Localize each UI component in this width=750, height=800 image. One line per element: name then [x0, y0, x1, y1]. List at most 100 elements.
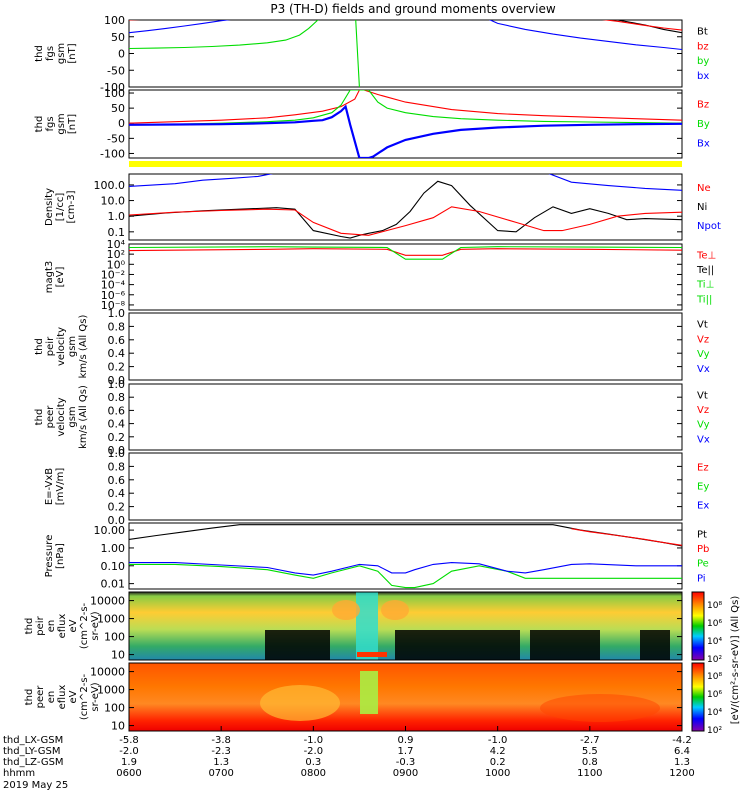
x-row-value: 1.7	[398, 746, 414, 757]
x-row-value: 1.3	[674, 757, 690, 768]
legend-entry: Ez	[697, 462, 709, 473]
dark-gap	[640, 630, 670, 660]
y-axis-label: (cm^2-s-	[79, 602, 90, 649]
x-row-value: 5.5	[582, 746, 598, 757]
y-tick-label: 0.4	[108, 418, 126, 431]
y-tick-label: 50	[111, 102, 125, 115]
legend-entry: by	[697, 56, 709, 67]
x-row-value: 1.3	[213, 757, 229, 768]
colorbar-tick-label: 10²	[707, 655, 722, 665]
colorbar-tick-label: 10⁴	[707, 708, 722, 718]
legend-entry: Vt	[697, 319, 708, 330]
y-tick-label: 1.0	[108, 210, 126, 223]
x-row-value: -2.0	[119, 746, 139, 757]
panel-8: 10000 1000 100 10 thd peir en eflux eV (cm^2-s-sr…	[24, 591, 722, 665]
y-tick-label: 10000	[90, 666, 125, 679]
y-axis-label: [mV/m]	[55, 468, 66, 506]
y-tick-label: 10⁻⁴	[101, 279, 126, 292]
series-Ne	[129, 206, 682, 236]
x-tick-label: 1200	[669, 768, 694, 779]
legend-entry: Ti||	[696, 294, 712, 305]
legend-entry: Ti⊥	[696, 280, 714, 291]
legend-entry: Ex	[697, 501, 709, 512]
y-tick-label: -50	[107, 132, 125, 145]
spectrogram-features	[265, 592, 670, 660]
colorbar-tick-label: 10⁸	[707, 601, 722, 611]
y-axis-label: sr-eV)	[90, 611, 101, 640]
y-axis-label: fgs	[45, 116, 56, 131]
series-Bx	[129, 104, 682, 158]
y-axis-label: eflux	[57, 685, 68, 710]
y-axis-label: E=-VxB	[44, 468, 55, 505]
y-axis-label: thd	[34, 338, 45, 355]
y-axis-label: thd	[34, 409, 45, 426]
availability-bar	[129, 161, 682, 167]
series-by	[129, 20, 360, 87]
y-axis-label: gsm	[67, 336, 78, 357]
y-axis-label: [1/cc]	[55, 193, 66, 222]
y-tick-label: 0.2	[108, 361, 126, 374]
y-tick-label: 10.00	[94, 524, 126, 537]
y-tick-label: 0.8	[108, 320, 126, 333]
legend-entry: Ey	[697, 482, 709, 493]
legend-entry: Vx	[697, 434, 710, 445]
legend-entry: Vz	[697, 405, 709, 416]
x-row-value: -1.0	[304, 735, 324, 746]
legend-entry: bx	[697, 71, 709, 82]
legend-entry: Bx	[697, 138, 710, 149]
colorbar-tick-label: 10⁶	[707, 690, 722, 700]
y-tick-label: -100	[100, 147, 125, 160]
y-tick-label: 100	[104, 631, 125, 644]
series-Ni	[129, 180, 682, 239]
dark-gap	[265, 630, 330, 660]
y-axis-label: thd	[34, 116, 45, 133]
legend-entry: Ne	[697, 183, 711, 194]
colorbar-label: [eV/(cm²-s-sr-eV)] (All Qs)	[730, 596, 741, 725]
panel-frame	[128, 522, 683, 590]
x-row-label: thd_LZ-GSM	[3, 757, 64, 768]
colorbar	[691, 662, 705, 732]
y-axis-label: fgs	[45, 46, 56, 61]
y-tick-label: 0.6	[108, 474, 126, 487]
date-label: 2019 May 25	[3, 780, 68, 791]
hot-spot	[332, 600, 360, 620]
y-axis-label: [nPa]	[55, 543, 66, 569]
y-axis-label: km/s (All Qs)	[78, 315, 89, 379]
panel-frame	[128, 312, 683, 381]
y-tick-label: 100.0	[94, 179, 126, 192]
y-tick-label: 10	[111, 649, 125, 662]
x-axis-name: hhmm	[3, 768, 35, 779]
panel-4: 1.00.80.60.40.20.0 thd peir velocity gsm km/s…	[34, 307, 710, 387]
legend-entry: Pb	[697, 544, 709, 555]
series-Pt	[129, 524, 682, 547]
x-tick-label: 0600	[116, 768, 141, 779]
x-row-value: -1.0	[488, 735, 508, 746]
hot-spot	[381, 600, 409, 620]
legend-entry: Vt	[697, 390, 708, 401]
dark-gap	[395, 630, 520, 660]
y-axis-label: thd	[24, 689, 35, 706]
hot-feature	[357, 652, 387, 657]
legend-entry: Npot	[697, 221, 721, 232]
y-axis-label: gsm	[56, 113, 67, 134]
y-tick-label: 0.2	[108, 501, 126, 514]
legend-entry: Te⊥	[696, 250, 716, 261]
legend-entry: Bz	[697, 100, 709, 111]
y-axis-label: Density	[44, 188, 55, 226]
y-axis-label: km/s (All Qs)	[78, 385, 89, 449]
y-tick-label: 100	[104, 14, 125, 27]
panel-1: 100 50 0 -50 -100 thd fgs gsm [nT] Bz By Bx	[34, 87, 710, 160]
y-axis-label: en	[46, 620, 57, 633]
x-row-value: 0.8	[582, 757, 598, 768]
y-axis-label: peir	[35, 615, 46, 635]
cusp-band	[360, 671, 378, 714]
panel-frame	[128, 383, 683, 451]
dark-gap	[530, 630, 600, 660]
y-tick-label: 0.1	[108, 226, 126, 239]
y-tick-label: 1.0	[108, 447, 126, 460]
x-row-value: -2.0	[304, 746, 324, 757]
x-row-value: -0.3	[396, 757, 416, 768]
y-tick-label: 10⁻⁶	[101, 289, 126, 302]
x-row-label: thd_LX-GSM	[3, 735, 63, 746]
